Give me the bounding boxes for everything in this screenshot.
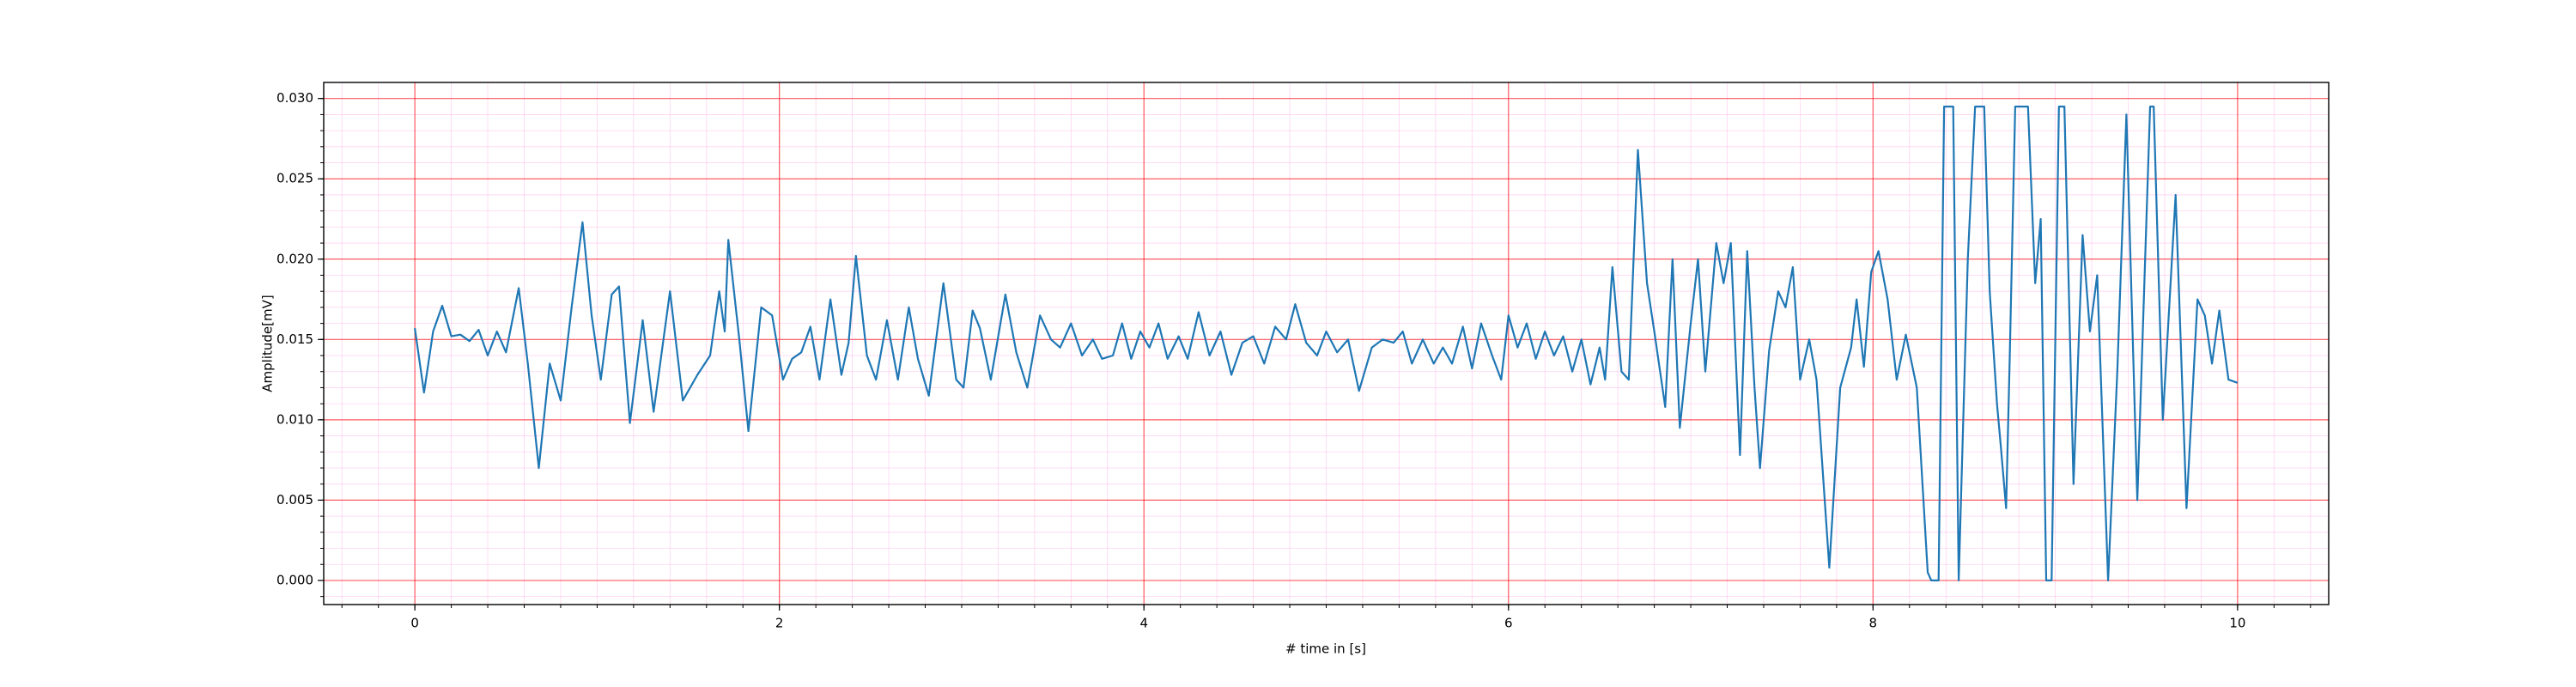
y-tick-label: 0.000 [276, 572, 313, 587]
plot-frame [323, 82, 2330, 605]
y-axis-label: Amplitude[mV] [260, 295, 276, 392]
signal-line [414, 106, 2239, 581]
x-tick-label: 2 [775, 616, 784, 631]
x-tick-label: 10 [2229, 616, 2245, 631]
x-tick-label: 4 [1139, 616, 1148, 631]
y-tick-label: 0.015 [276, 331, 313, 347]
y-tick-label: 0.025 [276, 171, 313, 186]
x-tick-label: 0 [410, 616, 419, 631]
x-axis-label: # time in [s] [1285, 641, 1366, 657]
y-tick-label: 0.020 [276, 251, 313, 266]
y-tick-label: 0.030 [276, 90, 313, 106]
y-tick-label: 0.005 [276, 492, 313, 508]
x-tick-label: 8 [1869, 616, 1878, 631]
x-tick-label: 6 [1504, 616, 1513, 631]
y-tick-label: 0.010 [276, 411, 313, 427]
